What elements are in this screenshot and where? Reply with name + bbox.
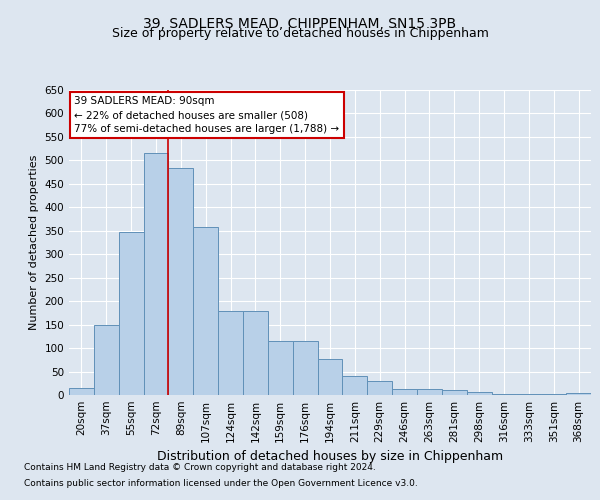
Text: 39, SADLERS MEAD, CHIPPENHAM, SN15 3PB: 39, SADLERS MEAD, CHIPPENHAM, SN15 3PB xyxy=(143,18,457,32)
Bar xyxy=(367,382,392,395)
Text: Contains public sector information licensed under the Open Government Licence v3: Contains public sector information licen… xyxy=(24,478,418,488)
Bar xyxy=(491,394,517,395)
Bar xyxy=(119,232,143,395)
Text: Size of property relative to detached houses in Chippenham: Size of property relative to detached ho… xyxy=(112,28,488,40)
Bar xyxy=(442,390,467,395)
Bar xyxy=(143,153,169,395)
Y-axis label: Number of detached properties: Number of detached properties xyxy=(29,155,39,330)
Bar xyxy=(417,389,442,395)
Bar xyxy=(541,394,566,395)
Bar xyxy=(218,311,243,395)
Text: Contains HM Land Registry data © Crown copyright and database right 2024.: Contains HM Land Registry data © Crown c… xyxy=(24,464,376,472)
Bar xyxy=(193,227,218,395)
Bar xyxy=(343,376,367,395)
Bar xyxy=(94,324,119,395)
Text: 39 SADLERS MEAD: 90sqm
← 22% of detached houses are smaller (508)
77% of semi-de: 39 SADLERS MEAD: 90sqm ← 22% of detached… xyxy=(74,96,340,134)
Bar xyxy=(392,389,417,395)
Bar xyxy=(268,341,293,395)
Bar xyxy=(566,393,591,395)
X-axis label: Distribution of detached houses by size in Chippenham: Distribution of detached houses by size … xyxy=(157,450,503,464)
Bar xyxy=(69,388,94,395)
Bar xyxy=(467,392,491,395)
Bar xyxy=(517,394,541,395)
Bar xyxy=(243,312,268,395)
Bar xyxy=(169,168,193,395)
Bar xyxy=(293,340,317,395)
Bar xyxy=(317,359,343,395)
